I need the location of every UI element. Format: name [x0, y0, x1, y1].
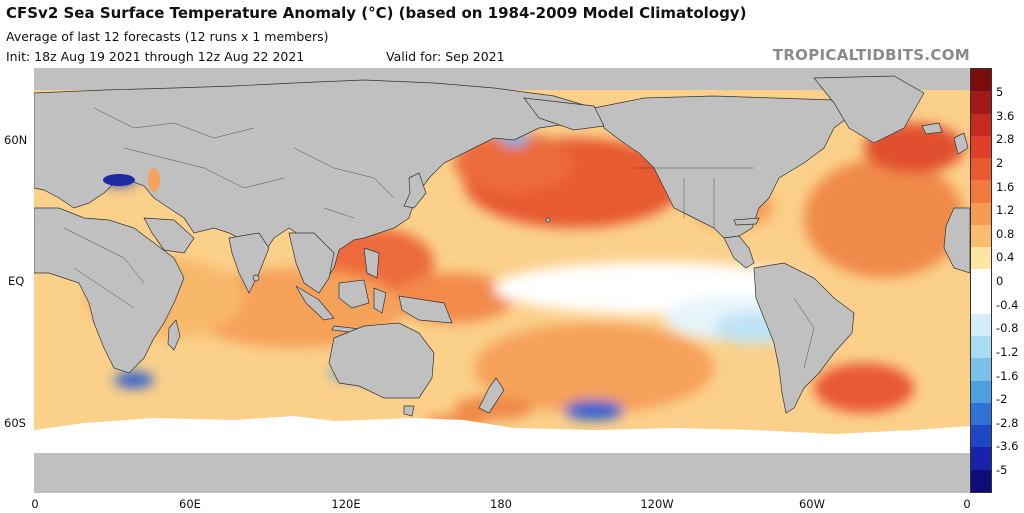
- colorbar-swatch: [971, 469, 991, 492]
- colorbar-swatch: [971, 224, 991, 247]
- continents: [34, 75, 970, 417]
- lon-label-120e: 120E: [331, 497, 361, 511]
- new-zealand: [478, 377, 505, 414]
- colorbar-tick-label: -1.2: [996, 344, 1019, 359]
- colorbar-tick-label: -0.4: [996, 297, 1019, 312]
- colorbar-swatch: [971, 69, 991, 92]
- colorbar-tick-label: -3.6: [996, 439, 1019, 454]
- sulawesi: [373, 287, 387, 314]
- colorbar-swatch: [971, 380, 991, 403]
- colorbar: [970, 68, 992, 493]
- lon-label-60w: 60W: [798, 497, 826, 511]
- japan: [403, 172, 427, 209]
- caspian-sea: [148, 168, 160, 192]
- colorbar-tick-label: 5: [996, 85, 1004, 99]
- black-sea: [103, 174, 135, 186]
- arabian-peninsula: [143, 217, 195, 254]
- colorbar-swatch: [971, 291, 991, 314]
- lat-label-60n: 60N: [4, 133, 28, 147]
- colorbar-swatch: [971, 91, 991, 114]
- colorbar-tick-label: 2: [996, 155, 1004, 170]
- colorbar-tick-label: 3.6: [996, 108, 1015, 123]
- colorbar-tick-label: 2.8: [996, 132, 1015, 147]
- central-america: [723, 235, 755, 269]
- british-isles: [953, 132, 969, 155]
- colorbar-tick-label: 0.8: [996, 226, 1015, 241]
- hawaii: [545, 217, 551, 223]
- colorbar-swatch: [971, 425, 991, 448]
- lon-label-0-east: 0: [963, 497, 971, 511]
- africa: [34, 207, 185, 374]
- tasmania: [403, 405, 415, 417]
- colorbar-swatch: [971, 336, 991, 359]
- sst-anomaly-map: [34, 68, 970, 493]
- boundaries: [63, 107, 815, 369]
- colorbar-tick-label: 1.6: [996, 179, 1015, 194]
- colorbar-tick-label: -1.6: [996, 368, 1019, 383]
- india: [228, 232, 270, 294]
- colorbar-swatch: [971, 358, 991, 381]
- colorbar-swatch: [971, 180, 991, 203]
- chart-title: CFSv2 Sea Surface Temperature Anomaly (°…: [6, 4, 747, 22]
- borneo: [338, 279, 370, 309]
- colorbar-swatch: [971, 135, 991, 158]
- colorbar-swatch: [971, 447, 991, 470]
- southeast-asia: [288, 232, 335, 294]
- madagascar: [167, 319, 181, 351]
- south-america: [753, 262, 855, 414]
- site-brand: TROPICALTIDBITS.COM: [772, 46, 970, 64]
- colorbar-swatch: [971, 202, 991, 225]
- philippines: [363, 247, 380, 279]
- antarctica: [34, 453, 970, 493]
- colorbar-swatch: [971, 402, 991, 425]
- colorbar-swatch: [971, 313, 991, 336]
- sri-lanka: [252, 274, 260, 282]
- colorbar-tick-label: -2.8: [996, 415, 1019, 430]
- iceland: [921, 122, 943, 135]
- colorbar-tick-label: 1.2: [996, 203, 1015, 218]
- subtitle-init: Init: 18z Aug 19 2021 through 12z Aug 22…: [6, 49, 305, 64]
- sumatra: [295, 285, 335, 321]
- subtitle-runs: Average of last 12 forecasts (12 runs x …: [6, 29, 329, 44]
- colorbar-swatch: [971, 113, 991, 136]
- colorbar-tick-label: -0.8: [996, 321, 1019, 336]
- lon-label-120w: 120W: [640, 497, 674, 511]
- colorbar-swatch: [971, 158, 991, 181]
- greenland: [813, 75, 925, 144]
- lon-label-60e: 60E: [179, 497, 201, 511]
- colorbar-tick-label: 0: [996, 274, 1004, 288]
- africa-west: [943, 207, 970, 274]
- new-guinea: [398, 295, 453, 324]
- cuba: [733, 217, 760, 226]
- colorbar-tick-label: 0.4: [996, 250, 1015, 265]
- valid-date: Valid for: Sep 2021: [386, 49, 505, 64]
- colorbar-tick-label: -5: [996, 463, 1008, 477]
- colorbar-tick-label: -2: [996, 392, 1008, 407]
- australia: [328, 322, 435, 399]
- map-svg: [34, 68, 970, 493]
- lat-label-eq: EQ: [8, 274, 25, 288]
- lon-label-180: 180: [490, 497, 512, 511]
- colorbar-swatch: [971, 247, 991, 270]
- lon-label-0-west: 0: [31, 497, 39, 511]
- colorbar-swatch: [971, 269, 991, 292]
- alaska: [523, 97, 605, 131]
- lat-label-60s: 60S: [4, 416, 26, 430]
